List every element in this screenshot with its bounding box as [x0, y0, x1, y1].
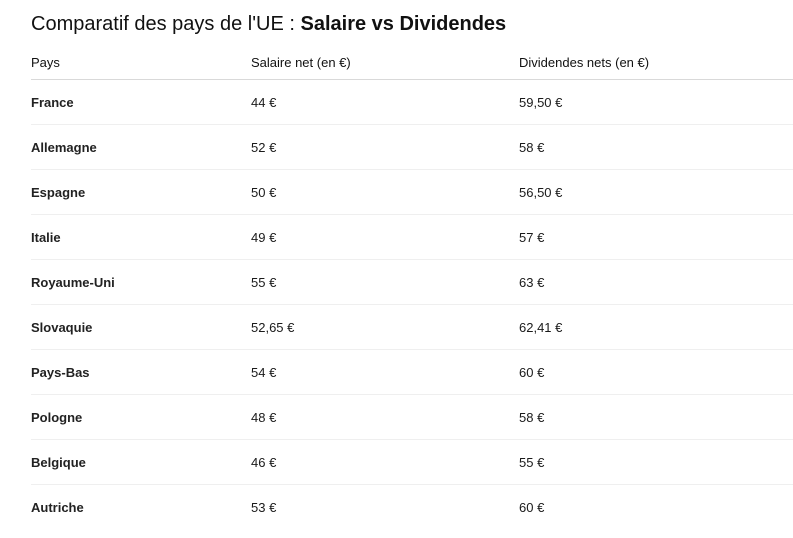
salary-cell: 55 € [251, 259, 519, 305]
table-row: Slovaquie 52,65 €62,41 € [31, 304, 793, 350]
country-cell: Belgique [31, 439, 251, 485]
comparison-table: Pays Salaire net (en €) Dividendes nets … [31, 46, 793, 529]
country-cell: Slovaquie [31, 304, 251, 350]
salary-cell: 50 € [251, 169, 519, 215]
salary-cell: 44 € [251, 79, 519, 125]
dividends-cell: 63 € [519, 259, 793, 305]
dividends-cell: 55 € [519, 439, 793, 485]
table-row: Pays-Bas 54 €60 € [31, 349, 793, 395]
country-cell: Espagne [31, 169, 251, 215]
table-body: France 44 €59,50 € Allemagne 52 €58 € Espagn… [31, 79, 793, 530]
table-row: Italie 49 €57 € [31, 214, 793, 260]
dividends-cell: 62,41 € [519, 304, 793, 350]
dividends-cell: 58 € [519, 394, 793, 440]
column-header-dividends: Dividendes nets (en €) [519, 46, 793, 80]
dividends-cell: 56,50 € [519, 169, 793, 215]
salary-cell: 49 € [251, 214, 519, 260]
dividends-cell: 60 € [519, 499, 545, 515]
country-cell: Autriche [31, 499, 84, 515]
table-row: Autriche 53 € 60 € [31, 485, 793, 530]
table-header: Pays Salaire net (en €) Dividendes nets … [31, 46, 793, 80]
title-emphasis: Salaire vs Dividendes [300, 13, 507, 35]
table-header-row: Pays Salaire net (en €) Dividendes nets … [31, 46, 793, 80]
salary-cell: 48 € [251, 394, 519, 440]
title-prefix: Comparatif des pays de l'UE : [31, 13, 301, 35]
table-row: Royaume-Uni 55 €63 € [31, 259, 793, 305]
country-cell: Allemagne [31, 124, 251, 170]
country-cell: Pologne [31, 394, 251, 440]
table-row: Allemagne 52 €58 € [31, 124, 793, 170]
comparison-table-container: Pays Salaire net (en €) Dividendes nets … [31, 46, 793, 529]
salary-cell: 46 € [251, 439, 519, 485]
salary-cell: 53 € [251, 499, 277, 515]
country-cell: Italie [31, 214, 251, 260]
table-row: Belgique 46 €55 € [31, 439, 793, 485]
salary-cell: 54 € [251, 349, 519, 395]
column-header-salary: Salaire net (en €) [251, 46, 519, 80]
salary-cell: 52,65 € [251, 304, 519, 350]
country-cell: Royaume-Uni [31, 259, 251, 305]
page-title: Comparatif des pays de l'UE : Salaire vs… [31, 12, 506, 36]
table-row: Pologne 48 €58 € [31, 394, 793, 440]
dividends-cell: 58 € [519, 124, 793, 170]
dividends-cell: 59,50 € [519, 79, 793, 125]
country-cell: Pays-Bas [31, 349, 251, 395]
dividends-cell: 57 € [519, 214, 793, 260]
table-row: Espagne 50 €56,50 € [31, 169, 793, 215]
table-row: France 44 €59,50 € [31, 79, 793, 125]
column-header-country: Pays [31, 46, 251, 80]
salary-cell: 52 € [251, 124, 519, 170]
country-cell: France [31, 79, 251, 125]
dividends-cell: 60 € [519, 349, 793, 395]
